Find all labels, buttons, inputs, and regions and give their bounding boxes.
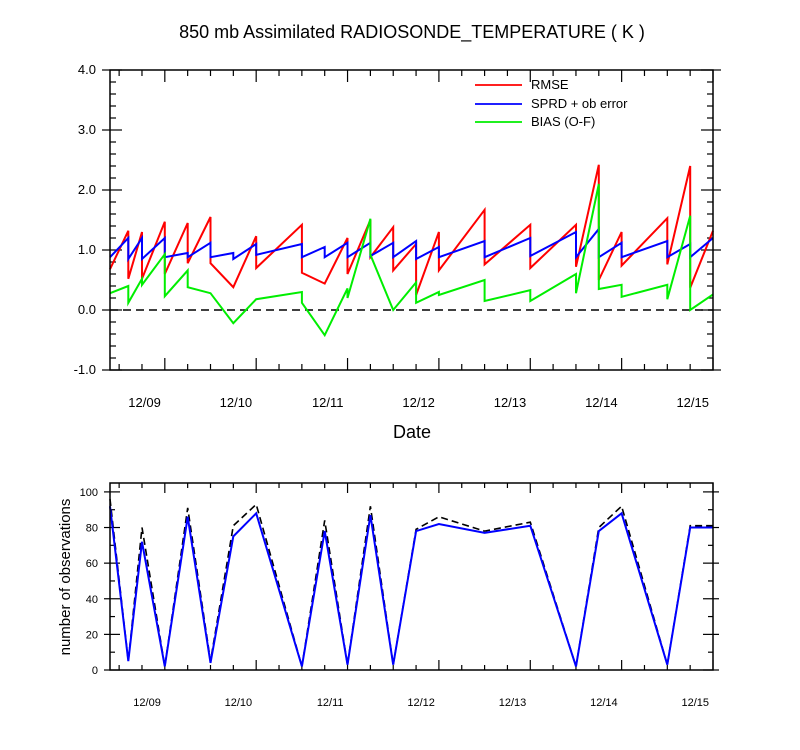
y-tick-label: 2.0	[78, 182, 96, 197]
x-tick-label: 12/12	[402, 395, 435, 410]
y-tick-label: 0.0	[78, 302, 96, 317]
x-tick-label: 12/14	[590, 697, 618, 709]
top-plot-frame	[109, 69, 714, 371]
x-tick-label: 12/13	[494, 395, 527, 410]
legend-bias-label: BIAS (O-F)	[531, 114, 595, 129]
chart-title: 850 mb Assimilated RADIOSONDE_TEMPERATUR…	[179, 22, 645, 43]
x-tick-label: 12/10	[225, 697, 253, 709]
legend-rmse-label: RMSE	[531, 77, 569, 92]
x-tick-label: 12/09	[133, 697, 161, 709]
x-axis-title: Date	[393, 422, 431, 442]
x-tick-label: 12/11	[317, 697, 344, 709]
y-tick-label: 20	[86, 629, 98, 641]
x-tick-label: 12/15	[681, 697, 709, 709]
y-tick-label: 80	[86, 523, 98, 535]
x-tick-label: 12/11	[312, 395, 344, 410]
y-tick-label: 60	[86, 558, 98, 570]
x-tick-label: 12/14	[585, 395, 618, 410]
series-obs_total-line	[109, 498, 713, 667]
series-bias-line	[109, 183, 714, 338]
y-tick-label: 1.0	[78, 242, 96, 257]
top-plot-area: 12/09 12/10 12/11 12/12 12/13 12/14 12/15 -1.0 0…	[74, 62, 721, 410]
x-tick-label: 12/13	[499, 697, 527, 709]
bottom-y-axis-title: number of observations	[57, 499, 74, 656]
x-tick-label: 12/09	[128, 395, 161, 410]
y-tick-label: 3.0	[78, 122, 96, 137]
y-tick-label: 0	[92, 665, 98, 677]
x-tick-label: 12/12	[407, 697, 435, 709]
x-tick-label: 12/10	[220, 395, 253, 410]
series-rmse-line	[109, 164, 714, 296]
x-tick-label: 12/15	[676, 395, 709, 410]
series-obs_used-line	[109, 506, 713, 667]
legend-sprd-label: SPRD + ob error	[531, 96, 628, 111]
legend: RMSE SPRD + ob error BIAS (O-F)	[475, 77, 628, 129]
bottom-plot-frame	[109, 482, 714, 671]
y-tick-label: 40	[86, 594, 98, 606]
y-tick-label: 4.0	[78, 62, 96, 77]
y-tick-label: -1.0	[74, 362, 96, 377]
y-tick-label: 100	[80, 487, 98, 499]
bottom-plot-area: 12/09 12/10 12/11 12/12 12/13 12/14 12/15 0 20 40…	[80, 483, 719, 709]
